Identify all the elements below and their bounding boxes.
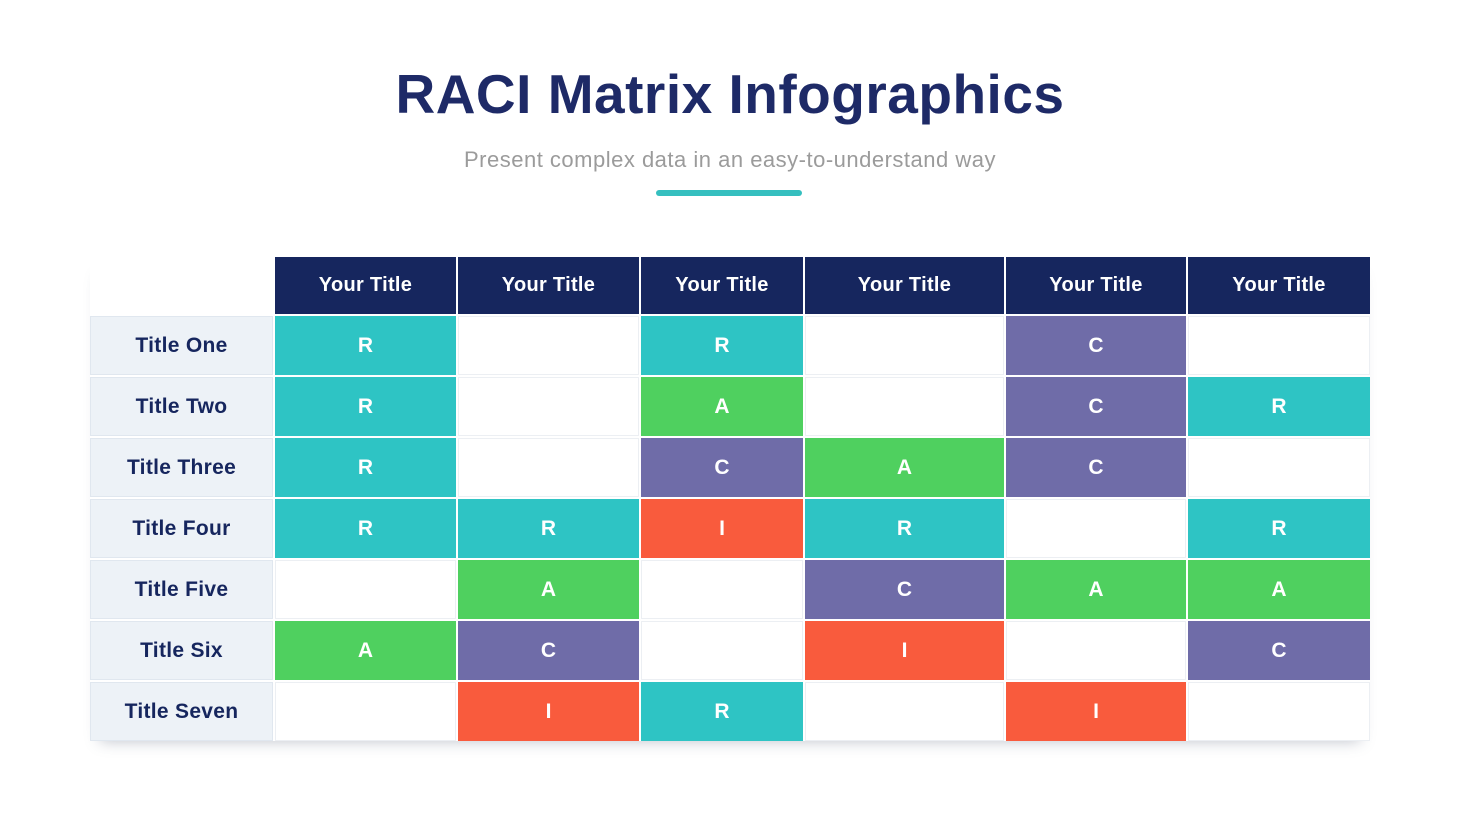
- column-header: Your Title: [1006, 257, 1186, 314]
- raci-cell-a: A: [805, 438, 1004, 497]
- empty-cell: [641, 560, 803, 619]
- raci-cell-c: C: [1188, 621, 1370, 680]
- row-label: Title Two: [90, 377, 273, 436]
- raci-cell-a: A: [641, 377, 803, 436]
- row-label: Title Six: [90, 621, 273, 680]
- raci-cell-c: C: [458, 621, 639, 680]
- page-title: RACI Matrix Infographics: [395, 63, 1065, 125]
- empty-cell: [458, 377, 639, 436]
- raci-cell-i: I: [805, 621, 1004, 680]
- raci-cell-r: R: [275, 377, 456, 436]
- raci-cell-a: A: [1006, 560, 1186, 619]
- raci-table: Your Title Your Title Your Title Your Title…: [90, 257, 1370, 741]
- title-divider: [656, 190, 802, 196]
- raci-cell-c: C: [641, 438, 803, 497]
- empty-cell: [1006, 499, 1186, 558]
- row-label: Title One: [90, 316, 273, 375]
- raci-cell-i: I: [458, 682, 639, 741]
- row-label: Title Five: [90, 560, 273, 619]
- empty-cell: [805, 682, 1004, 741]
- column-header: Your Title: [1188, 257, 1370, 314]
- empty-cell: [275, 682, 456, 741]
- empty-cell: [805, 316, 1004, 375]
- raci-cell-r: R: [641, 316, 803, 375]
- raci-cell-c: C: [1006, 377, 1186, 436]
- raci-cell-a: A: [275, 621, 456, 680]
- empty-cell: [1188, 316, 1370, 375]
- row-label: Title Four: [90, 499, 273, 558]
- empty-cell: [641, 621, 803, 680]
- raci-cell-r: R: [805, 499, 1004, 558]
- raci-cell-r: R: [275, 316, 456, 375]
- page-subtitle: Present complex data in an easy-to-under…: [463, 147, 996, 172]
- corner-cell: [90, 257, 273, 314]
- raci-cell-r: R: [458, 499, 639, 558]
- empty-cell: [458, 438, 639, 497]
- row-label: Title Three: [90, 438, 273, 497]
- raci-cell-r: R: [1188, 377, 1370, 436]
- raci-cell-r: R: [275, 499, 456, 558]
- row-label: Title Seven: [90, 682, 273, 741]
- raci-cell-i: I: [641, 499, 803, 558]
- column-header: Your Title: [641, 257, 803, 314]
- column-header: Your Title: [275, 257, 456, 314]
- raci-cell-c: C: [1006, 438, 1186, 497]
- raci-cell-a: A: [1188, 560, 1370, 619]
- empty-cell: [805, 377, 1004, 436]
- empty-cell: [1188, 438, 1370, 497]
- raci-cell-r: R: [1188, 499, 1370, 558]
- empty-cell: [275, 560, 456, 619]
- column-header: Your Title: [805, 257, 1004, 314]
- empty-cell: [1006, 621, 1186, 680]
- empty-cell: [458, 316, 639, 375]
- column-header: Your Title: [458, 257, 639, 314]
- raci-cell-c: C: [805, 560, 1004, 619]
- raci-cell-a: A: [458, 560, 639, 619]
- raci-cell-c: C: [1006, 316, 1186, 375]
- raci-cell-r: R: [641, 682, 803, 741]
- raci-cell-i: I: [1006, 682, 1186, 741]
- empty-cell: [1188, 682, 1370, 741]
- raci-cell-r: R: [275, 438, 456, 497]
